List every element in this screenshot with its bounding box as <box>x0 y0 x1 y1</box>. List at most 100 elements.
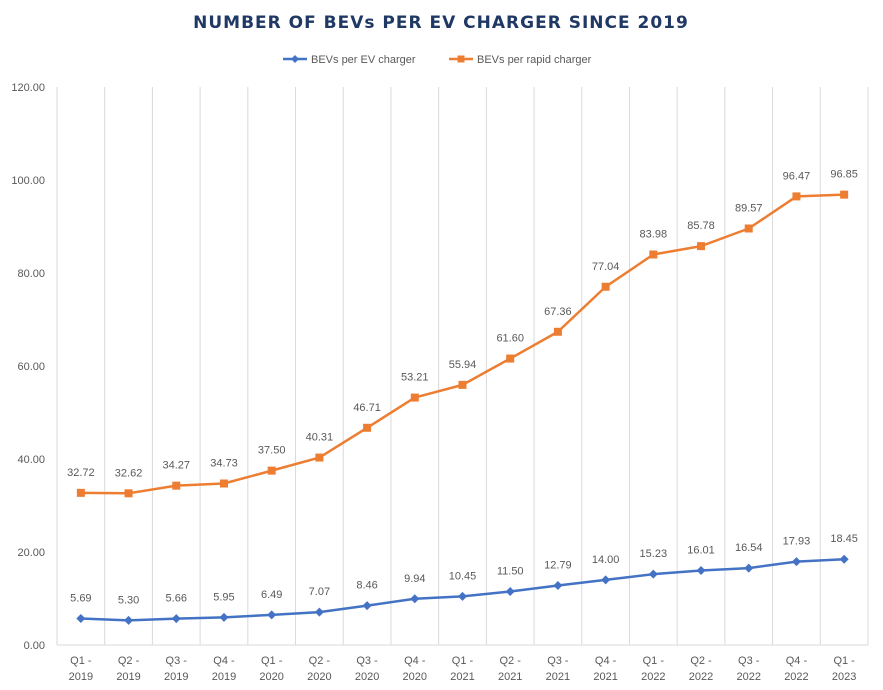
x-tick-label: Q4 - <box>786 655 808 667</box>
data-point-square <box>363 423 372 432</box>
series-group <box>76 190 849 625</box>
series-line-1 <box>80 557 845 622</box>
legend-marker-diamond <box>291 55 299 63</box>
data-label: 17.93 <box>783 536 811 548</box>
data-label: 18.45 <box>830 533 858 545</box>
data-label: 83.98 <box>640 228 668 240</box>
x-tick-label-year: 2021 <box>498 671 522 683</box>
data-label: 40.31 <box>306 432 334 444</box>
data-label: 15.23 <box>640 548 668 560</box>
legend-label-1: BEVs per EV charger <box>311 54 416 66</box>
data-label: 46.71 <box>353 402 381 414</box>
data-point-diamond <box>791 557 801 567</box>
y-axis: 0.00 20.00 40.00 60.00 80.00 100.00 120.00 <box>11 82 45 652</box>
legend-marker-square <box>457 55 465 63</box>
legend-label-2: BEVs per rapid charger <box>477 54 592 66</box>
data-point-square <box>124 489 133 498</box>
x-tick-label-year: 2022 <box>736 671 760 683</box>
x-tick-label-year: 2020 <box>355 671 379 683</box>
data-point-diamond <box>553 581 563 591</box>
data-point-square <box>649 250 658 259</box>
x-tick-label-year: 2019 <box>212 671 236 683</box>
data-label: 7.07 <box>309 586 330 598</box>
data-point-square <box>553 327 562 336</box>
x-tick-label: Q1 - <box>261 655 283 667</box>
y-tick-label: 20.00 <box>17 547 45 559</box>
x-tick-label-year: 2022 <box>641 671 665 683</box>
data-point-square <box>315 453 324 462</box>
x-tick-label: Q1 - <box>70 655 92 667</box>
data-label: 14.00 <box>592 554 620 566</box>
data-point-diamond <box>505 587 515 597</box>
y-tick-label: 80.00 <box>17 268 45 280</box>
y-tick-label: 0.00 <box>24 640 45 652</box>
x-tick-label-year: 2021 <box>593 671 617 683</box>
data-label: 12.79 <box>544 560 572 572</box>
x-tick-label-year: 2020 <box>307 671 331 683</box>
y-tick-label: 40.00 <box>17 454 45 466</box>
data-label: 61.60 <box>496 333 524 345</box>
data-label: 8.46 <box>356 580 377 592</box>
data-point-diamond <box>458 591 467 601</box>
x-tick-label: Q2 - <box>309 655 331 667</box>
data-point-diamond <box>219 612 229 622</box>
x-tick-label-year: 2019 <box>69 671 93 683</box>
x-tick-label: Q4 - <box>595 655 617 667</box>
x-tick-label-year: 2021 <box>450 671 474 683</box>
data-label: 5.66 <box>166 593 187 605</box>
gridlines <box>56 87 869 646</box>
data-point-square <box>76 488 85 497</box>
data-point-square <box>697 242 706 251</box>
data-label: 34.27 <box>162 460 190 472</box>
x-tick-label: Q3 - <box>547 655 569 667</box>
x-tick-label: Q1 - <box>643 655 665 667</box>
data-point-square <box>506 354 515 363</box>
data-point-diamond <box>267 610 277 620</box>
x-tick-label-year: 2020 <box>259 671 283 683</box>
data-label: 96.85 <box>830 169 858 181</box>
x-tick-label-year: 2020 <box>403 671 427 683</box>
data-point-square <box>267 466 276 475</box>
data-point-square <box>792 192 801 201</box>
data-point-square <box>840 190 849 199</box>
data-label: 32.72 <box>67 467 95 479</box>
data-point-diamond <box>839 554 849 564</box>
x-tick-label-year: 2022 <box>689 671 713 683</box>
data-point-square <box>172 481 181 490</box>
x-axis: Q1 - 2019 Q2 - 2019 Q3 - 2019 Q4 - 2019 Q1 - 2020… <box>69 655 857 683</box>
legend: BEVs per EV charger BEVs per rapid charge… <box>283 54 592 66</box>
data-point-diamond <box>410 594 420 604</box>
data-label: 96.47 <box>783 170 811 182</box>
chart-title: NUMBER OF BEVs PER EV CHARGER SINCE 2019 <box>193 13 689 33</box>
data-point-diamond <box>744 563 754 573</box>
x-tick-label: Q4 - <box>213 655 235 667</box>
data-point-diamond <box>601 575 611 585</box>
data-label: 37.50 <box>258 445 286 457</box>
data-label: 53.21 <box>401 372 429 384</box>
data-point-diamond <box>171 614 181 624</box>
data-point-square <box>458 380 467 389</box>
x-tick-label: Q3 - <box>356 655 378 667</box>
x-tick-label: Q2 - <box>690 655 712 667</box>
y-tick-label: 120.00 <box>11 82 45 94</box>
x-tick-label: Q2 - <box>118 655 140 667</box>
x-tick-label-year: 2019 <box>116 671 140 683</box>
data-point-diamond <box>124 615 134 625</box>
data-point-square <box>219 479 228 488</box>
data-label: 89.57 <box>735 202 763 214</box>
data-label: 34.73 <box>210 458 238 470</box>
data-label: 55.94 <box>449 359 477 371</box>
data-point-diamond <box>648 569 658 579</box>
x-tick-label: Q2 - <box>500 655 522 667</box>
data-label: 5.30 <box>118 594 139 606</box>
y-tick-label: 100.00 <box>11 175 45 187</box>
x-tick-label-year: 2023 <box>832 671 856 683</box>
x-tick-label: Q3 - <box>166 655 188 667</box>
x-tick-label-year: 2022 <box>784 671 808 683</box>
data-label: 67.36 <box>544 306 572 318</box>
data-label: 85.78 <box>687 220 715 232</box>
y-tick-label: 60.00 <box>17 361 45 373</box>
data-label: 77.04 <box>592 261 620 273</box>
x-tick-label-year: 2021 <box>546 671 570 683</box>
